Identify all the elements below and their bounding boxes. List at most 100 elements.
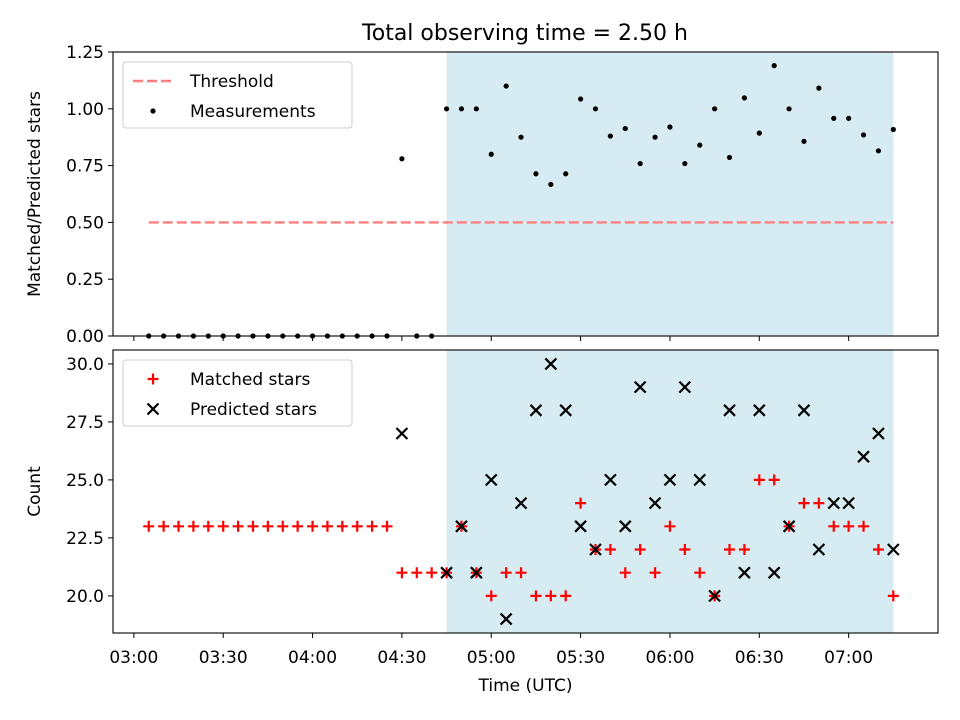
y-tick-label: 0.75 xyxy=(66,157,104,177)
matched-star-point xyxy=(187,520,199,532)
predicted-star-point xyxy=(574,520,587,533)
measurement-point xyxy=(816,85,822,91)
predicted-star-point xyxy=(782,520,796,533)
matched-star-point xyxy=(530,590,542,602)
matched-star-point xyxy=(173,520,185,532)
matched-star-point xyxy=(872,543,884,555)
matched-star-point xyxy=(485,590,497,602)
predicted-star-point xyxy=(529,404,543,417)
predicted-star-point xyxy=(648,496,662,510)
matched-star-point xyxy=(351,520,363,532)
measurement-point xyxy=(801,138,807,144)
x-tick-label: 05:30 xyxy=(556,648,605,668)
predicted-star-point xyxy=(872,427,885,440)
shaded-span xyxy=(446,52,894,336)
matched-star-point xyxy=(336,520,348,532)
matched-star-point xyxy=(217,520,229,532)
x-tick-label: 03:30 xyxy=(199,648,248,668)
x-tick-label: 06:30 xyxy=(735,648,784,668)
predicted-star-point xyxy=(455,520,468,533)
matched-star-point xyxy=(426,567,438,579)
legend-measurement-swatch xyxy=(150,108,156,114)
measurement-point xyxy=(712,106,718,112)
matched-star-point xyxy=(575,497,587,509)
measurement-point xyxy=(831,115,837,121)
matched-star-point xyxy=(381,520,393,532)
x-tick-label: 04:00 xyxy=(288,648,337,668)
legend: Threshold Measurements xyxy=(122,61,353,129)
measurement-point xyxy=(518,134,524,140)
predicted-star-point xyxy=(723,404,736,417)
measurement-point xyxy=(399,156,405,162)
matched-star-point xyxy=(768,474,780,486)
shaded-span xyxy=(446,350,894,633)
y-tick-label: 30.0 xyxy=(66,355,104,375)
legend-box xyxy=(122,359,353,427)
matched-star-point xyxy=(694,567,706,579)
predicted-star-point xyxy=(887,543,900,556)
predicted-star-point xyxy=(559,404,572,417)
predicted-star-point xyxy=(678,380,692,394)
matched-star-point xyxy=(679,543,691,555)
matched-star-point xyxy=(158,520,170,532)
x-tick-label: 05:00 xyxy=(467,648,516,668)
y-tick-label: 0.25 xyxy=(66,270,104,290)
legend: Matched stars Predicted stars xyxy=(122,359,353,427)
measurement-point xyxy=(786,106,792,112)
y-tick-label: 0.50 xyxy=(66,213,104,233)
predicted-star-point xyxy=(514,496,528,510)
matched-star-point xyxy=(262,520,274,532)
matched-star-point xyxy=(738,543,750,555)
legend-predicted-label: Predicted stars xyxy=(190,400,317,420)
predicted-star-point xyxy=(753,404,766,417)
legend-threshold-label: Threshold xyxy=(189,72,274,92)
axes-frame xyxy=(112,51,939,337)
matched-star-point xyxy=(396,567,408,579)
matched-star-point xyxy=(411,567,423,579)
legend-predicted-swatch xyxy=(146,402,160,416)
y-axis-label: Matched/Predicted stars xyxy=(25,91,45,297)
predicted-star-point xyxy=(589,543,602,556)
matched-star-point xyxy=(277,520,289,532)
measurement-point xyxy=(533,171,539,177)
predicted-star-point xyxy=(767,566,781,579)
measurement-point xyxy=(458,106,465,112)
matched-star-point xyxy=(321,520,333,532)
measurement-point xyxy=(607,133,613,139)
matched-star-point xyxy=(515,567,527,579)
measurement-point xyxy=(622,125,628,132)
matched-star-point xyxy=(828,520,840,532)
predicted-star-point xyxy=(633,380,647,394)
matched-star-point xyxy=(232,520,244,532)
predicted-star-point xyxy=(544,357,558,371)
matched-star-point xyxy=(143,520,155,532)
measurement-point xyxy=(756,130,762,136)
predicted-star-point xyxy=(827,496,841,510)
matched-star-point xyxy=(634,543,646,555)
legend-box xyxy=(122,61,353,129)
measurement-point xyxy=(846,115,852,121)
x-tick-label: 07:00 xyxy=(824,648,873,668)
measurement-point xyxy=(473,106,479,112)
predicted-star-point xyxy=(663,473,677,487)
measurement-point xyxy=(563,171,569,177)
predicted-star-point xyxy=(470,566,483,579)
measurement-point xyxy=(488,151,494,157)
y-tick-label: 1.00 xyxy=(66,100,104,120)
top-panel: 0.00 0.25 0.50 0.75 1.00 1.25 Matched/Predicte… xyxy=(25,43,939,347)
predicted-star-point xyxy=(842,496,855,510)
x-tick-label: 04:30 xyxy=(377,648,426,668)
predicted-star-point xyxy=(812,543,826,556)
matched-star-point xyxy=(202,520,214,532)
matched-star-point xyxy=(500,567,512,579)
legend-measurement-label: Measurements xyxy=(190,102,316,122)
measurement-point xyxy=(667,124,673,130)
measurement-point xyxy=(577,96,584,102)
matched-star-point xyxy=(724,543,736,555)
measurement-point xyxy=(890,126,896,133)
matched-star-point xyxy=(664,520,676,532)
matched-star-point xyxy=(649,567,661,579)
matched-star-point xyxy=(753,474,765,486)
predicted-star-point xyxy=(484,473,498,487)
predicted-star-point xyxy=(499,612,513,626)
